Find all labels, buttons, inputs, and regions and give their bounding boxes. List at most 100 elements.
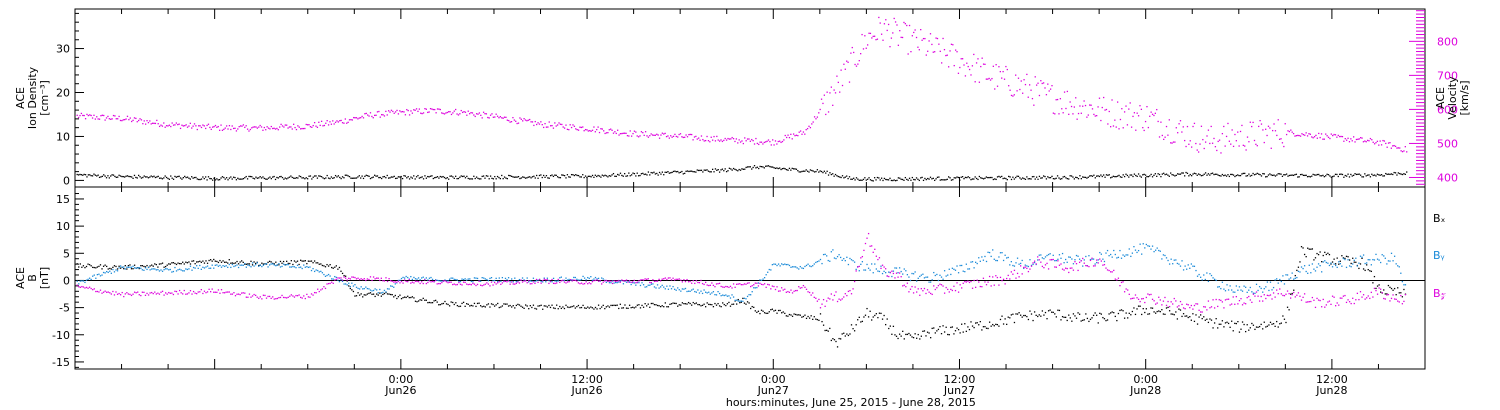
by-point [444, 279, 446, 281]
bx-point [979, 320, 981, 323]
bx-point [812, 318, 814, 321]
velocity-point [181, 124, 183, 126]
bz-point [1041, 265, 1044, 268]
velocity-point [1087, 114, 1089, 116]
velocity-point [829, 92, 831, 94]
density-point [301, 177, 303, 179]
velocity-point [637, 136, 640, 138]
velocity-point [1056, 98, 1059, 101]
velocity-point [727, 137, 729, 140]
velocity-point [699, 139, 701, 141]
density-point [117, 176, 119, 178]
density-point [1369, 176, 1372, 178]
by-point [169, 268, 171, 271]
bx-point [1227, 322, 1230, 325]
density-point [1061, 178, 1063, 180]
density-point [1249, 175, 1251, 177]
velocity-point [575, 128, 577, 130]
bz-point [562, 279, 564, 281]
velocity-point [977, 58, 979, 60]
velocity-point [305, 123, 307, 126]
bz-point [1383, 297, 1385, 300]
bx-point [1344, 257, 1346, 260]
velocity-point [759, 141, 761, 143]
velocity-point [780, 141, 782, 144]
density-point [371, 177, 373, 179]
velocity-point [758, 143, 760, 146]
velocity-point [86, 113, 88, 116]
velocity-point [806, 127, 809, 130]
bx-point [194, 263, 196, 265]
bz-point [1044, 264, 1047, 266]
by-point [174, 266, 176, 269]
velocity-point [224, 127, 226, 129]
by-point [484, 278, 486, 280]
bz-point [1016, 272, 1019, 275]
bx-point [698, 304, 701, 306]
bz-point [511, 281, 513, 283]
bx-point [1338, 263, 1340, 265]
bz-point [722, 286, 724, 288]
by-point [760, 279, 763, 282]
bx-point [1111, 311, 1113, 313]
bx-point [538, 305, 541, 307]
bx-point [358, 294, 361, 296]
bx-point [438, 304, 440, 306]
by-point [956, 265, 958, 267]
bx-point [718, 305, 721, 307]
bx-point [560, 307, 562, 310]
by-point [1193, 265, 1196, 267]
velocity-point [156, 119, 158, 122]
velocity-point [960, 58, 962, 60]
velocity-point [1299, 135, 1302, 137]
velocity-point [1047, 83, 1049, 85]
bz-point [110, 293, 112, 295]
density-point [576, 174, 578, 177]
density-point [1214, 173, 1217, 175]
bx-point [1057, 309, 1059, 311]
bz-point [604, 280, 606, 282]
velocity-point [1274, 130, 1277, 132]
density-point [1195, 173, 1197, 175]
bz-point [1288, 292, 1290, 295]
velocity-point [538, 123, 541, 125]
by-point [400, 277, 403, 280]
b-y-tick-label: 0 [63, 274, 70, 287]
density-point [1175, 174, 1177, 177]
bz-point [537, 281, 539, 283]
by-point [95, 277, 97, 279]
velocity-point [1255, 143, 1257, 146]
density-point [277, 177, 279, 179]
by-point [1398, 266, 1400, 268]
by-point [403, 277, 406, 279]
right-y-tick-label: 800 [1437, 35, 1458, 48]
by-point [239, 264, 241, 266]
velocity-point [551, 124, 553, 127]
density-point [818, 171, 820, 173]
velocity-point [1404, 146, 1406, 148]
density-point [1378, 174, 1380, 176]
bx-point [951, 326, 954, 328]
density-point [279, 176, 281, 178]
density-point [783, 167, 785, 170]
velocity-point [205, 127, 207, 130]
density-point [379, 176, 381, 179]
density-point [101, 175, 103, 178]
by-point [120, 265, 122, 267]
velocity-point [346, 122, 348, 124]
density-point [94, 174, 97, 176]
density-point [1189, 173, 1191, 176]
by-point [489, 277, 491, 280]
by-point [892, 270, 895, 272]
velocity-point [1258, 125, 1260, 128]
by-point [441, 280, 443, 282]
density-point [188, 177, 190, 179]
by-point [1265, 286, 1267, 288]
by-point [568, 278, 570, 281]
bx-point [1137, 305, 1140, 307]
bx-point [1286, 306, 1289, 308]
velocity-point [798, 131, 800, 133]
bz-point [222, 292, 224, 294]
bz-point [886, 275, 888, 277]
b-y-tick-label: -5 [59, 302, 70, 315]
